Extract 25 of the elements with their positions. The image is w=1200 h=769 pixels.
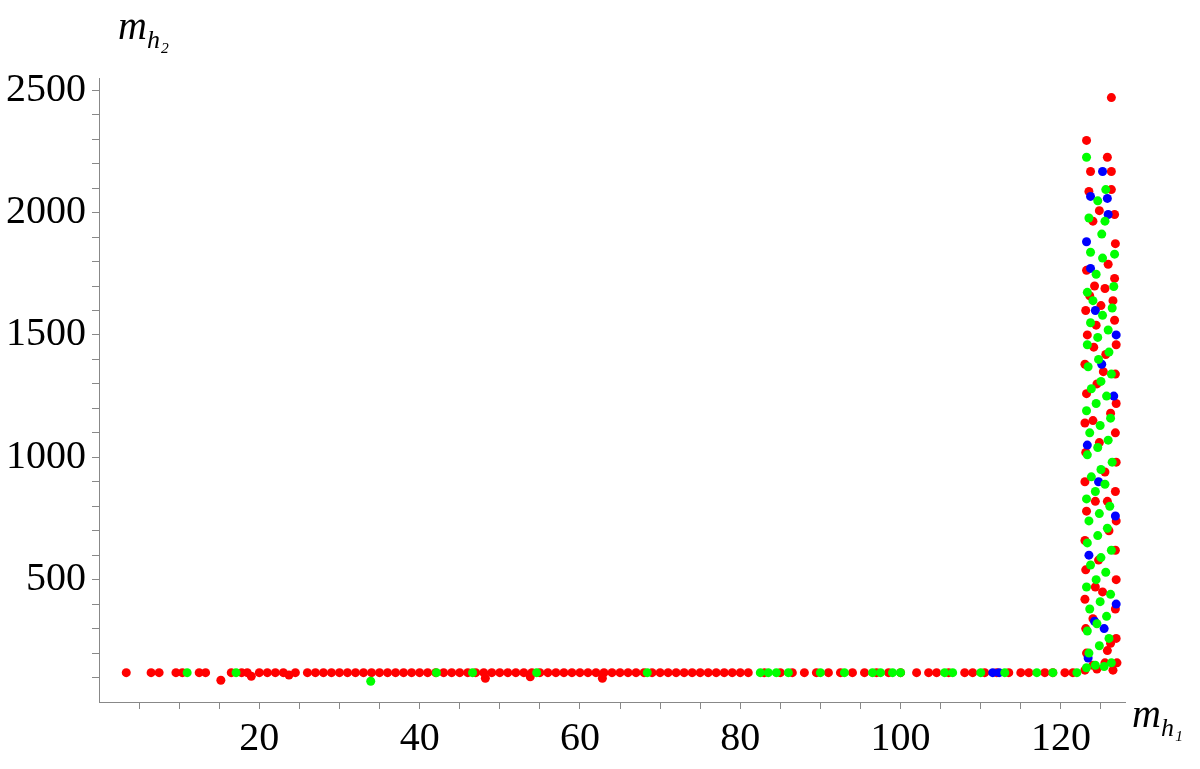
x-tick-label: 40 bbox=[399, 713, 440, 759]
x-tick-label: 80 bbox=[720, 713, 761, 759]
point bbox=[1082, 440, 1092, 450]
x-tick-label: 60 bbox=[559, 713, 600, 759]
y-tick-label: 1500 bbox=[6, 309, 86, 355]
point bbox=[1099, 624, 1109, 634]
y-axis-title: m$_{h₂}$ bbox=[118, 2, 169, 55]
point bbox=[1086, 263, 1096, 273]
point bbox=[1110, 511, 1120, 521]
point bbox=[1086, 191, 1096, 201]
y-tick-label: 2000 bbox=[6, 187, 86, 233]
x-axis-title: m$_{h₁}$ bbox=[1132, 690, 1183, 743]
y-tick-label: 1000 bbox=[6, 431, 86, 477]
x-tick-label: 20 bbox=[239, 713, 280, 759]
point bbox=[1090, 305, 1100, 315]
x-tick-label: 120 bbox=[1030, 713, 1091, 759]
point bbox=[1098, 166, 1108, 176]
y-tick-label: 2500 bbox=[6, 64, 86, 110]
point bbox=[1084, 550, 1094, 560]
point bbox=[1111, 330, 1121, 340]
point bbox=[1082, 237, 1092, 247]
point bbox=[1102, 193, 1112, 203]
point bbox=[1111, 599, 1121, 609]
x-tick-label: 100 bbox=[870, 713, 931, 759]
y-tick-label: 500 bbox=[26, 554, 86, 600]
